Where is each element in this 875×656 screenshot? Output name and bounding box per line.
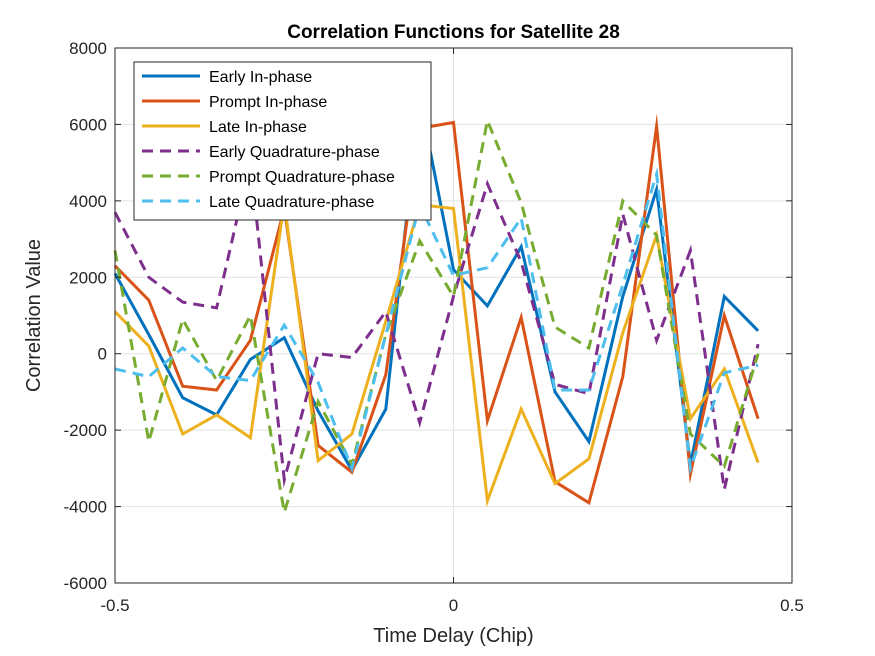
y-tick-label: 4000 [69,192,107,211]
legend-label: Early In-phase [209,69,312,86]
y-tick-label: 6000 [69,115,107,134]
x-tick-label: 0 [449,596,458,615]
x-axis-label: Time Delay (Chip) [373,625,533,647]
series-line-late-quadrature-phase [114,166,759,476]
y-tick-label: 2000 [69,268,107,287]
axis-ticks: -0.5 0 0.5 -6000 -4000 -2000 0 2000 4000 6000 8000 [64,39,804,615]
legend-label: Late Quadrature-phase [209,194,375,211]
legend-label: Prompt Quadrature-phase [209,169,395,186]
series-line-early-quadrature-phase [113,151,760,498]
series-lines [113,87,760,519]
legend-box [133,61,432,221]
legend-label: Early Quadrature-phase [209,144,380,161]
series-line-late-in-phase [113,191,760,508]
legend-label: Late In-phase [209,119,307,136]
y-axis-label: Correlation Value [23,239,45,392]
y-tick-label: 0 [98,345,107,364]
legend: Early In-phase Prompt In-phase Late In-pha… [133,61,432,221]
series-line-prompt-quadrature-phase [113,115,760,519]
y-tick-label: -4000 [64,498,107,517]
y-tick-label: 8000 [69,39,107,58]
y-tick-label: -2000 [64,421,107,440]
legend-label: Prompt In-phase [209,94,327,111]
x-tick-label: 0.5 [780,596,804,615]
chart-title: Correlation Functions for Satellite 28 [287,22,620,43]
y-tick-label: -6000 [64,574,107,593]
x-tick-label: -0.5 [100,596,129,615]
series-line-prompt-in-phase [113,113,760,506]
series-line-early-in-phase [113,87,760,474]
